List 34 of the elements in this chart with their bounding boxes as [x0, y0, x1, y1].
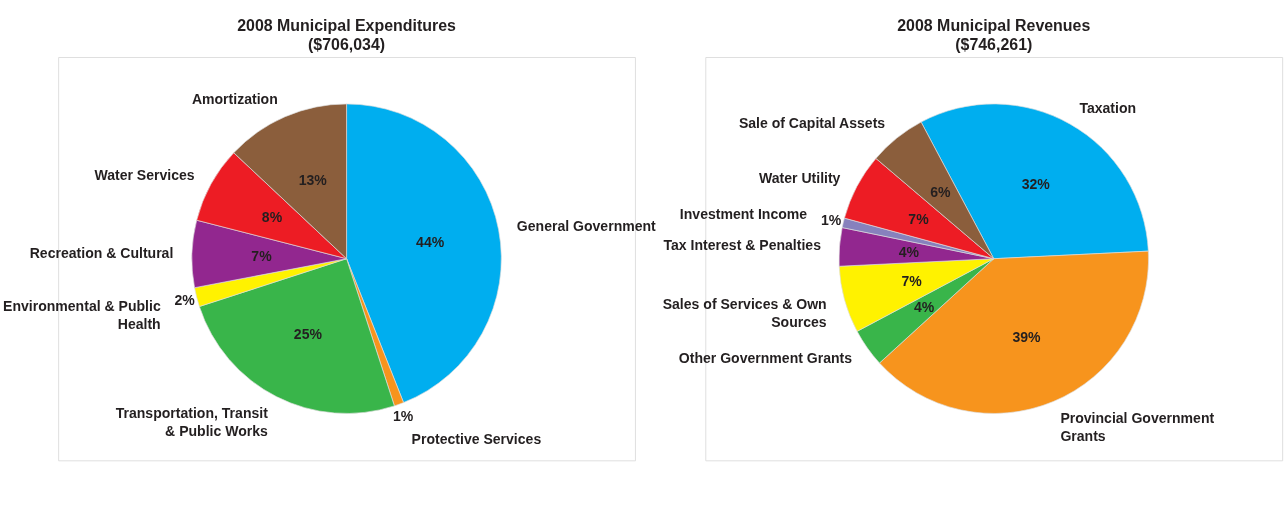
- slice-label: Taxation: [1079, 99, 1137, 116]
- slice-label: Transportation, Transit & Public Works: [115, 404, 269, 439]
- slice-label: Tax Interest & Penalties: [663, 237, 822, 254]
- data-label: 4%: [898, 243, 920, 260]
- data-label: 2%: [174, 291, 196, 308]
- data-label: 8%: [261, 209, 283, 226]
- slice-label: Investment Income: [679, 205, 808, 222]
- data-label: 1%: [821, 211, 842, 228]
- slice-label: Other Government Grants: [678, 350, 853, 367]
- chart-title: 2008 Municipal Revenues: [897, 16, 1091, 34]
- chart-title: 2008 Municipal Expenditures: [237, 16, 457, 34]
- data-label: 4%: [914, 299, 935, 316]
- slice-label: Water Utility: [759, 169, 841, 186]
- slice-label: Sales of Services & Own Sources: [662, 296, 827, 331]
- slice-label: Protective Services: [411, 430, 542, 447]
- data-label: 7%: [908, 210, 930, 227]
- data-label: 1%: [393, 407, 414, 424]
- data-label: 7%: [251, 247, 273, 264]
- data-label: 44%: [416, 234, 445, 251]
- chart-subtitle: ($706,034): [308, 35, 386, 53]
- slice-label: Environmental & Public Health: [3, 298, 161, 332]
- data-label: 7%: [901, 272, 923, 289]
- slice-label: Provincial Government Grants: [1060, 410, 1215, 445]
- slice-label: General Government: [516, 217, 657, 234]
- slice-label: Amortization: [191, 91, 278, 108]
- data-label: 25%: [293, 326, 323, 343]
- slice-label: Recreation & Cultural: [29, 244, 174, 261]
- slice-label: Water Services: [94, 166, 195, 183]
- data-label: 32%: [1021, 176, 1051, 193]
- chart-subtitle: ($746,261): [955, 35, 1033, 53]
- data-label: 13%: [298, 172, 328, 189]
- data-label: 6%: [930, 184, 952, 201]
- data-label: 39%: [1012, 328, 1042, 345]
- slice-label: Sale of Capital Assets: [738, 115, 886, 132]
